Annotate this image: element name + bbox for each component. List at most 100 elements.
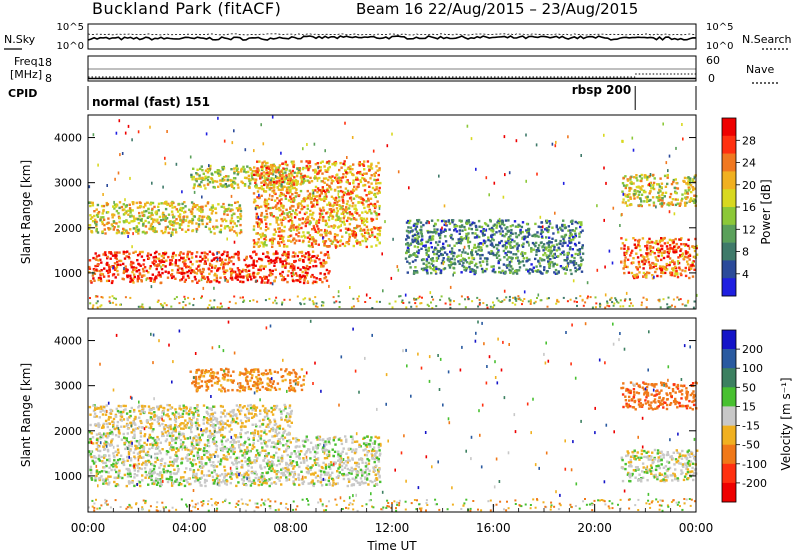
power-echo-cell [157,221,160,224]
power-echo-cell [535,143,538,147]
power-echo-cell [163,202,166,205]
power-echo-cell [323,243,326,247]
power-echo-cell [474,224,478,228]
power-echo-cell [320,212,324,215]
power-echo-cell [155,220,158,223]
power-echo-cell [184,278,187,282]
power-echo-cell [94,221,97,225]
power-echo-cell [269,223,272,226]
power-echo-cell [195,251,199,254]
power-echo-cell [313,205,316,208]
power-echo-cell [271,115,274,119]
power-echo-cell [333,233,337,236]
power-echo-cell [289,190,292,194]
power-echo-cell [186,274,190,278]
power-echo-cell [452,273,454,277]
power-echo-cell [175,208,178,211]
power-echo-cell [414,302,417,305]
power-echo-cell [378,168,381,172]
power-echo-cell [241,270,244,273]
power-echo-cell [305,175,308,178]
power-echo-cell [454,262,457,266]
power-echo-cell [200,272,203,275]
power-echo-cell [549,261,552,264]
power-echo-cell [507,219,510,222]
power-echo-cell [311,250,315,253]
power-echo-cell [137,269,141,272]
power-echo-cell [94,220,97,223]
power-echo-cell [112,273,116,276]
power-echo-cell [215,256,218,259]
power-echo-cell [604,265,606,269]
power-echo-cell [493,304,496,307]
power-echo-cell [655,239,658,243]
power-echo-cell [179,279,182,282]
power-echo-cell [258,244,262,248]
power-echo-cell [638,265,641,269]
power-echo-cell [425,258,429,261]
power-echo-cell [500,239,503,243]
power-echo-cell [490,265,493,268]
power-echo-cell [238,269,241,272]
power-echo-cell [468,262,471,265]
power-echo-cell [631,261,635,264]
power-echo-cell [472,257,475,260]
power-echo-cell [115,251,119,254]
power-echo-cell [186,270,189,274]
power-echo-cell [190,175,193,179]
power-echo-cell [429,230,433,234]
power-echo-cell [230,276,234,279]
power-echo-cell [679,298,682,301]
power-echo-cell [242,296,244,299]
power-echo-cell [282,245,286,248]
power-echo-cell [365,217,369,220]
power-echo-cell [581,298,584,301]
power-echo-cell [164,216,167,219]
power-echo-cell [229,178,232,182]
power-echo-cell [184,205,187,208]
power-echo-cell [199,205,203,209]
power-echo-cell [95,258,98,261]
power-echo-cell [487,236,490,239]
velocity-echo-cell [514,503,517,505]
power-echo-cell [275,302,278,305]
power-echo-cell [108,251,111,254]
power-echo-cell [303,275,306,278]
power-echo-cell [113,213,116,217]
power-echo-cell [107,264,110,267]
power-echo-cell [465,235,468,238]
power-echo-cell [260,176,263,179]
power-echo-cell [413,245,417,248]
power-echo-cell [458,219,461,222]
power-echo-cell [453,225,456,228]
velocity-echo-cell [356,509,359,512]
power-echo-cell [351,234,355,237]
power-echo-cell [161,271,164,275]
power-echo-cell [353,185,356,189]
velocity-echo-cell [676,503,679,506]
power-echo-cell [91,274,95,277]
velocity-echo-cell [436,503,438,506]
power-echo-cell [235,231,238,235]
power-echo-cell [346,167,350,170]
power-echo-cell [298,211,302,214]
power-echo-cell [443,223,446,226]
power-echo-cell [504,227,507,230]
power-echo-cell [161,215,165,218]
power-echo-cell [126,268,129,272]
power-echo-cell [672,298,675,301]
power-echo-cell [545,271,548,274]
power-echo-cell [279,218,282,221]
velocity-echo-cell [381,508,384,511]
power-echo-cell [291,255,294,258]
power-echo-cell [159,261,162,264]
velocity-echo-cell [683,502,686,505]
power-echo-cell [323,165,326,168]
power-echo-cell [160,267,164,271]
power-echo-cell [216,306,219,309]
power-echo-cell [461,264,464,267]
power-echo-cell [220,263,223,266]
power-echo-cell [368,209,371,213]
power-echo-cell [443,246,446,250]
power-echo-cell [188,208,191,211]
